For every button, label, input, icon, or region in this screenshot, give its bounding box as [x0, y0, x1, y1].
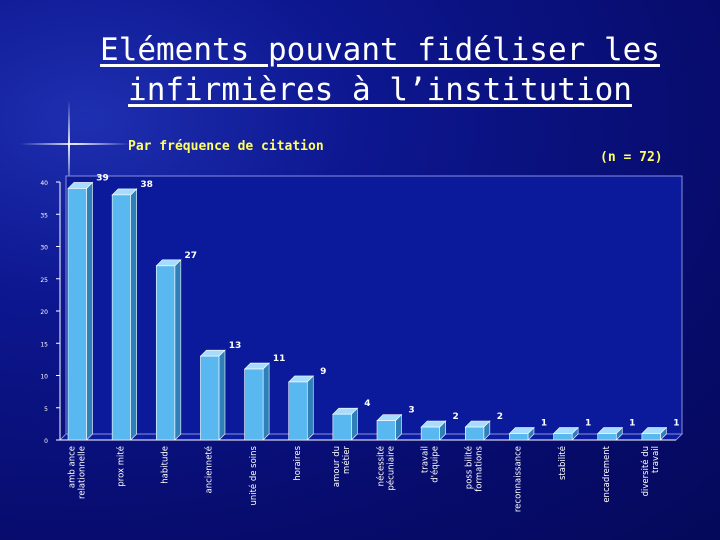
y-tick-label: 40 [40, 180, 48, 187]
bar [244, 368, 264, 441]
bar [200, 355, 220, 441]
x-tick-label: amb ancerelationnelle [67, 446, 87, 499]
data-label: 11 [273, 354, 286, 364]
y-tick-label: 35 [40, 212, 48, 219]
x-tick-label: amour dumétier [332, 446, 352, 488]
data-label: 1 [673, 419, 679, 429]
bar [420, 426, 440, 441]
x-tick-label: nécessitépécuniaire [375, 446, 396, 491]
bar [332, 413, 352, 441]
x-tick-label: prox mité [115, 446, 126, 487]
data-label: 4 [364, 399, 370, 409]
bar [376, 420, 396, 441]
bar-side [306, 375, 314, 441]
data-label: 1 [629, 419, 635, 429]
x-tick-label: ancienneté [204, 446, 215, 493]
bar [67, 188, 87, 441]
x-tick-label: travaild'équipe [420, 446, 440, 483]
y-tick-label: 5 [44, 406, 48, 413]
data-label: 9 [320, 367, 326, 377]
bar [111, 194, 131, 441]
x-tick-label: encadrement [602, 445, 612, 502]
bar-side [174, 259, 182, 441]
bar [553, 433, 573, 441]
bar-side [86, 181, 93, 441]
bar [641, 433, 661, 441]
data-label: 1 [541, 419, 547, 429]
data-label: 2 [497, 412, 503, 422]
data-label: 3 [408, 406, 414, 416]
x-tick-label: reconnaissance [514, 446, 524, 512]
data-label: 27 [185, 251, 198, 261]
y-tick-label: 0 [44, 438, 48, 445]
light-flare-vertical [68, 100, 70, 190]
x-tick-label: horaires [293, 445, 303, 480]
y-tick-label: 10 [40, 374, 48, 381]
bar-side [218, 349, 226, 441]
x-tick-label: habitude [161, 446, 171, 484]
bar [597, 433, 617, 441]
bar [509, 433, 529, 441]
data-label: 13 [229, 341, 242, 351]
chart-subtitle: Par fréquence de citation [128, 139, 324, 154]
y-tick-label: 30 [40, 245, 48, 252]
data-label: 2 [453, 412, 459, 422]
data-label: 38 [140, 180, 153, 190]
bar [155, 265, 176, 441]
x-tick-label: poss bilitéformations [464, 445, 485, 491]
x-tick-label: diversité dutravail [640, 446, 661, 496]
x-tick-label: stabilité [557, 446, 568, 480]
sample-size-note: (n = 72) [600, 150, 663, 165]
y-tick-label: 15 [40, 341, 48, 348]
slide-title: Eléments pouvant fidéliser les infirmièr… [100, 32, 660, 108]
y-tick-label: 20 [40, 309, 48, 316]
light-flare [20, 143, 130, 145]
x-tick-label: unité de soins [248, 445, 259, 505]
plot-floor [58, 433, 684, 441]
bar [464, 426, 485, 441]
data-label: 1 [585, 419, 591, 429]
y-tick-label: 25 [40, 277, 48, 284]
bar-side [262, 362, 270, 441]
bar-side [130, 188, 137, 441]
data-label: 39 [96, 173, 109, 183]
bar [288, 381, 308, 441]
